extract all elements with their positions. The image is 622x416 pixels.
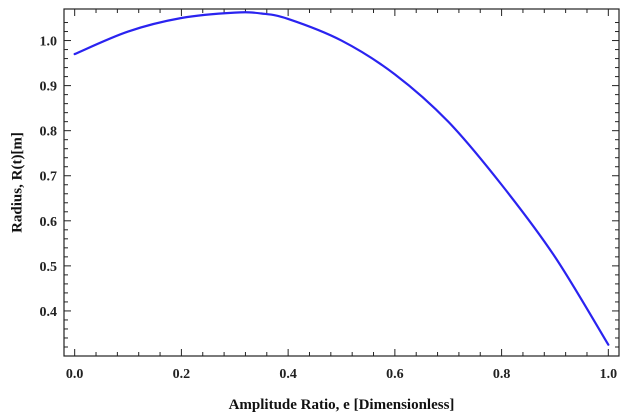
x-tick-label: 0.0 bbox=[66, 367, 84, 382]
y-axis-label: Radius, R(t)[m] bbox=[9, 132, 25, 233]
plot-frame bbox=[63, 8, 620, 357]
axis-ticks bbox=[64, 9, 619, 356]
y-tick-label: 0.7 bbox=[40, 170, 58, 185]
y-tick-label: 0.5 bbox=[40, 260, 58, 275]
y-tick-label: 0.9 bbox=[40, 80, 58, 95]
x-tick-label: 0.6 bbox=[386, 367, 404, 382]
y-tick-label: 0.6 bbox=[40, 215, 58, 230]
y-tick-label: 1.0 bbox=[40, 35, 58, 50]
y-tick-label: 0.8 bbox=[40, 125, 58, 140]
tick-labels: 0.0 0.2 0.4 0.6 0.8 1.0 0.4 0.5 0.6 0.7 0.8 0.9 1.0 bbox=[40, 35, 618, 382]
series-layer bbox=[73, 11, 610, 346]
x-axis-label: Amplitude Ratio, e [Dimensionless] bbox=[229, 397, 455, 413]
x-tick-label: 0.8 bbox=[493, 367, 511, 382]
x-tick-label: 0.4 bbox=[279, 367, 297, 382]
plot-frame-border bbox=[63, 8, 620, 357]
x-tick-label: 0.2 bbox=[173, 367, 191, 382]
y-tick-label: 0.4 bbox=[40, 305, 58, 320]
x-tick-label: 1.0 bbox=[600, 367, 618, 382]
series-line bbox=[73, 11, 610, 346]
